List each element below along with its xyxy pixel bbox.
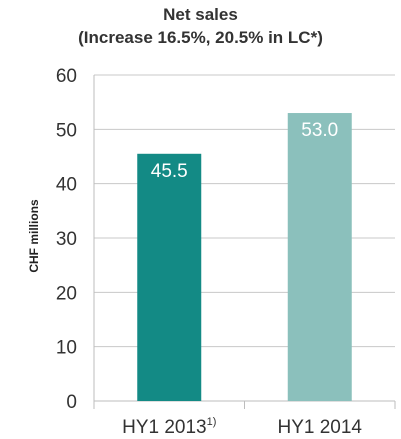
bar bbox=[137, 153, 202, 401]
bar bbox=[287, 113, 352, 402]
y-tick-label: 40 bbox=[56, 175, 77, 196]
x-tick-label-text: HY1 2013 bbox=[122, 417, 207, 438]
y-tick-label: 10 bbox=[56, 338, 77, 359]
chart-title: Net sales bbox=[163, 5, 238, 24]
x-tick-label: HY1 20131) bbox=[122, 416, 216, 438]
chart-subtitle: (Increase 16.5%, 20.5% in LC*) bbox=[78, 28, 323, 47]
x-tick-label-footnote: 1) bbox=[207, 416, 217, 428]
data-label: 53.0 bbox=[301, 120, 338, 141]
data-label: 45.5 bbox=[151, 161, 188, 182]
x-tick-label: HY1 2014 bbox=[277, 417, 362, 438]
y-tick-label: 60 bbox=[56, 66, 77, 87]
y-tick-label: 50 bbox=[56, 120, 77, 141]
y-tick-label: 0 bbox=[66, 392, 77, 413]
x-tick-label-text: HY1 2014 bbox=[277, 417, 362, 438]
y-tick-label: 30 bbox=[56, 229, 77, 250]
y-tick-label: 20 bbox=[56, 283, 77, 304]
